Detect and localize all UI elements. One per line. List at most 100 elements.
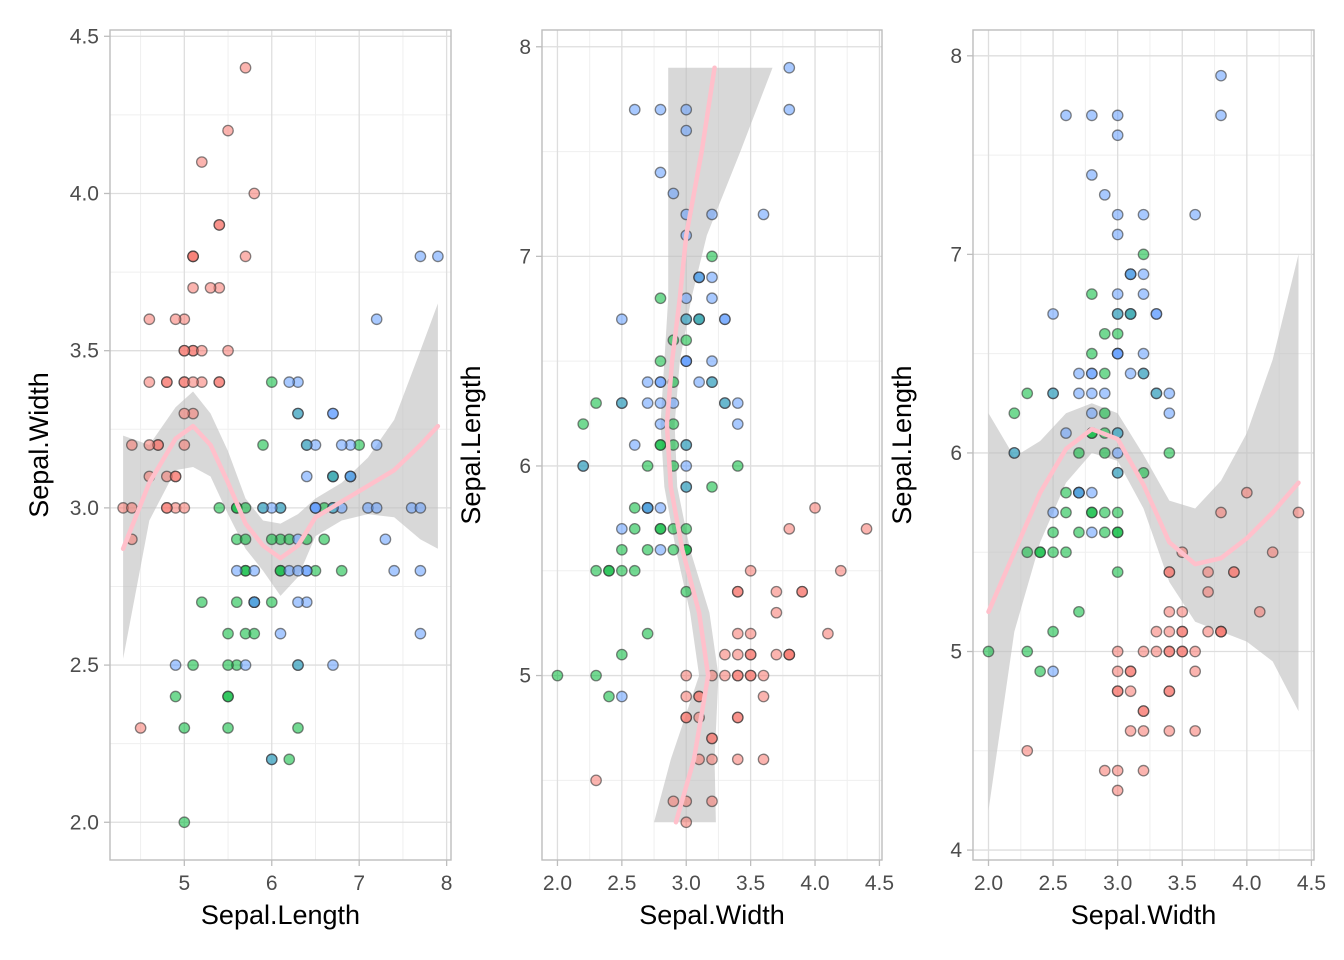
point-setosa — [1176, 605, 1189, 618]
point-virginica — [248, 596, 261, 609]
point-versicolor — [641, 543, 654, 556]
point-virginica — [615, 522, 628, 535]
y-tick-label: 5 — [519, 665, 531, 688]
point-setosa — [1253, 605, 1266, 618]
point-versicolor — [628, 522, 641, 535]
panel-border — [541, 29, 883, 861]
point-virginica — [327, 407, 339, 420]
point-versicolor — [1163, 447, 1176, 459]
point-virginica — [706, 376, 718, 388]
point-virginica — [783, 61, 796, 74]
point-versicolor — [335, 564, 348, 577]
point-versicolor — [248, 627, 261, 640]
point-versicolor — [1111, 506, 1124, 519]
point-versicolor — [222, 627, 234, 640]
point-setosa — [731, 585, 744, 598]
point-setosa — [667, 795, 680, 808]
point-setosa — [1150, 645, 1163, 658]
point-virginica — [1060, 427, 1072, 439]
point-versicolor — [1073, 447, 1085, 459]
point-virginica — [1137, 288, 1150, 300]
point-versicolor — [292, 722, 304, 734]
x-tick-label: 3.5 — [736, 872, 765, 895]
point-setosa — [1215, 506, 1227, 519]
point-setosa — [222, 124, 234, 137]
point-setosa — [757, 669, 770, 682]
point-virginica — [706, 292, 718, 305]
point-setosa — [195, 344, 208, 357]
point-setosa — [1098, 764, 1111, 777]
point-virginica — [1124, 308, 1137, 320]
point-setosa — [731, 753, 744, 766]
point-setosa — [719, 648, 731, 661]
point-versicolor — [1073, 605, 1085, 618]
point-setosa — [204, 281, 217, 294]
point-virginica — [1163, 407, 1176, 420]
point-versicolor — [667, 543, 680, 556]
point-versicolor — [187, 659, 199, 671]
point-setosa — [1111, 665, 1124, 678]
point-setosa — [1202, 586, 1214, 598]
point-versicolor — [615, 543, 628, 556]
point-setosa — [126, 439, 138, 451]
point-versicolor — [1098, 407, 1111, 420]
point-virginica — [615, 313, 628, 326]
point-versicolor — [615, 648, 628, 661]
point-virginica — [1085, 526, 1098, 539]
point-versicolor — [222, 690, 234, 703]
point-setosa — [222, 344, 234, 357]
point-setosa — [1189, 665, 1202, 678]
panel-3: 2.0 2.5 3.0 3.5 4.0 4.5 4 5 6 7 8 Sepal.Width Sepal.… — [887, 29, 1326, 930]
point-virginica — [1060, 109, 1072, 122]
panel-2: 2.0 2.5 3.0 3.5 4.0 4.5 5 6 7 8 Sepal.Width Sepal.L… — [456, 29, 894, 930]
y-axis-title: Sepal.Width — [24, 372, 54, 518]
y-tick-label: 6 — [950, 442, 962, 465]
point-versicolor — [982, 645, 995, 658]
point-setosa — [239, 61, 252, 74]
point-setosa — [1150, 625, 1163, 638]
point-versicolor — [178, 816, 191, 829]
point-versicolor — [1137, 248, 1150, 261]
point-setosa — [860, 522, 873, 535]
point-virginica — [654, 397, 667, 409]
point-versicolor — [1073, 526, 1085, 539]
point-virginica — [1137, 347, 1150, 360]
point-virginica — [706, 208, 718, 221]
x-tick-label: 4.5 — [865, 872, 894, 895]
point-virginica — [1150, 387, 1163, 400]
point-virginica — [693, 313, 705, 326]
point-versicolor — [603, 564, 615, 577]
point-versicolor — [680, 522, 693, 535]
point-virginica — [300, 439, 313, 451]
point-virginica — [706, 271, 718, 284]
point-virginica — [654, 418, 667, 430]
point-setosa — [706, 732, 718, 745]
point-setosa — [1163, 625, 1176, 638]
panel-1: 5 6 7 8 2.0 2.5 3.0 3.5 4.0 4.5 Sepal.Length Sepal.… — [24, 25, 452, 930]
point-virginica — [414, 564, 427, 577]
point-virginica — [680, 439, 693, 451]
point-setosa — [1202, 566, 1214, 578]
point-virginica — [1111, 466, 1124, 479]
point-virginica — [1137, 208, 1150, 221]
point-versicolor — [1008, 407, 1021, 420]
point-versicolor — [680, 585, 693, 598]
point-virginica — [292, 659, 304, 671]
x-tick-label: 2.5 — [607, 872, 636, 895]
point-virginica — [239, 659, 252, 671]
point-setosa — [134, 722, 147, 734]
point-setosa — [731, 669, 744, 682]
point-setosa — [783, 522, 796, 535]
point-setosa — [1111, 764, 1124, 777]
point-versicolor — [667, 418, 680, 430]
point-setosa — [1266, 546, 1279, 559]
point-virginica — [680, 103, 693, 116]
point-versicolor — [1047, 546, 1059, 559]
point-virginica — [1085, 109, 1098, 122]
point-virginica — [169, 659, 182, 671]
point-versicolor — [1098, 526, 1111, 539]
point-setosa — [213, 219, 226, 231]
point-versicolor — [1021, 546, 1034, 559]
point-versicolor — [615, 564, 628, 577]
point-setosa — [706, 795, 718, 808]
